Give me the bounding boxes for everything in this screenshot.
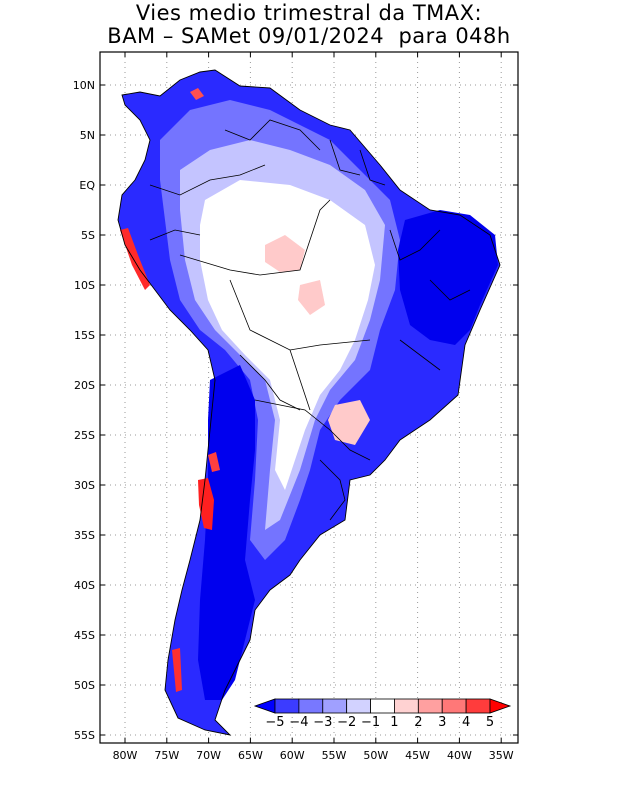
colorbar-label: 2 xyxy=(414,715,422,730)
bias-strong-cold-northeast xyxy=(398,210,498,345)
lat-tick-label: 30S xyxy=(74,479,95,492)
colorbar-label: 1 xyxy=(390,715,398,730)
lat-tick-label: 45S xyxy=(74,629,95,642)
bias-hot-andes-north xyxy=(208,452,220,472)
bias-hot-patagonia xyxy=(172,648,182,692)
lat-tick-label: 10S xyxy=(74,279,95,292)
bias-neutral-region xyxy=(200,180,375,490)
axis-ticks: 10N 5N EQ 5S 10S 15S 20S 25S 30S 35S 40S 45S 50S 55S 8… xyxy=(73,52,518,762)
colorbar-swatch xyxy=(274,698,300,714)
lat-tick-label: 40S xyxy=(74,579,95,592)
lon-tick-label: 55W xyxy=(322,749,347,762)
lon-tick-label: 40W xyxy=(447,749,472,762)
lon-tick-label: 50W xyxy=(363,749,388,762)
lon-tick-label: 60W xyxy=(280,749,305,762)
lat-tick-label: 10N xyxy=(73,79,95,92)
colorbar-swatch xyxy=(417,698,443,714)
colorbar-swatch xyxy=(370,698,395,714)
bias-weak-warm-patch-1 xyxy=(265,235,305,272)
bias-weak-warm-patch-2 xyxy=(298,280,325,315)
bias-hot-colombia xyxy=(190,88,204,100)
coastline xyxy=(117,69,501,736)
colorbar-label: −2 xyxy=(337,715,356,730)
lon-tick-label: 70W xyxy=(196,749,221,762)
lon-tick-label: 80W xyxy=(113,749,138,762)
colorbar-label: 3 xyxy=(438,715,446,730)
colorbar-label: 5 xyxy=(486,715,494,730)
map-title: Vies medio trimestral da TMAX: BAM – SAM… xyxy=(0,2,618,48)
lat-tick-label: 50S xyxy=(74,679,95,692)
bias-hot-andes-peru xyxy=(120,228,150,290)
bias-weak-warm-patch-3 xyxy=(328,400,370,445)
colorbar-label: −1 xyxy=(361,715,380,730)
lat-tick-label: 5N xyxy=(80,129,95,142)
colorbar-swatch xyxy=(346,698,371,714)
bias-strong-cold-south xyxy=(198,365,255,700)
lat-tick-label: 15S xyxy=(74,329,95,342)
title-line-2: BAM – SAMet 09/01/2024 para 048h xyxy=(107,24,511,48)
lon-tick-label: 35W xyxy=(489,749,514,762)
colorbar-swatch xyxy=(322,698,348,714)
colorbar-swatch xyxy=(441,698,467,714)
lat-tick-label: 20S xyxy=(74,379,95,392)
lat-tick-label: EQ xyxy=(79,179,95,192)
continent-bias-field xyxy=(117,69,501,736)
colorbar-label: 4 xyxy=(462,715,470,730)
colorbar-swatch xyxy=(465,698,491,714)
colorbar: −5 −4 −3 −2 −1 1 2 3 4 5 xyxy=(253,698,512,730)
title-line-1: Vies medio trimestral da TMAX: xyxy=(135,1,483,25)
country-borders xyxy=(149,119,471,521)
colorbar-swatch xyxy=(394,698,419,714)
colorbar-right-arrow xyxy=(489,698,512,714)
colorbar-swatch xyxy=(298,698,324,714)
colorbar-label: −3 xyxy=(313,715,332,730)
lat-tick-label: 55S xyxy=(74,729,95,742)
colorbar-label: −4 xyxy=(289,715,308,730)
lat-tick-label: 25S xyxy=(74,429,95,442)
lat-tick-label: 35S xyxy=(74,529,95,542)
plot-frame xyxy=(99,51,519,744)
lon-tick-label: 45W xyxy=(405,749,430,762)
colorbar-label: −5 xyxy=(265,715,284,730)
lon-tick-label: 75W xyxy=(154,749,179,762)
lon-tick-label: 65W xyxy=(238,749,263,762)
bias-hot-andes-chile xyxy=(198,478,214,530)
lat-tick-label: 5S xyxy=(81,229,95,242)
